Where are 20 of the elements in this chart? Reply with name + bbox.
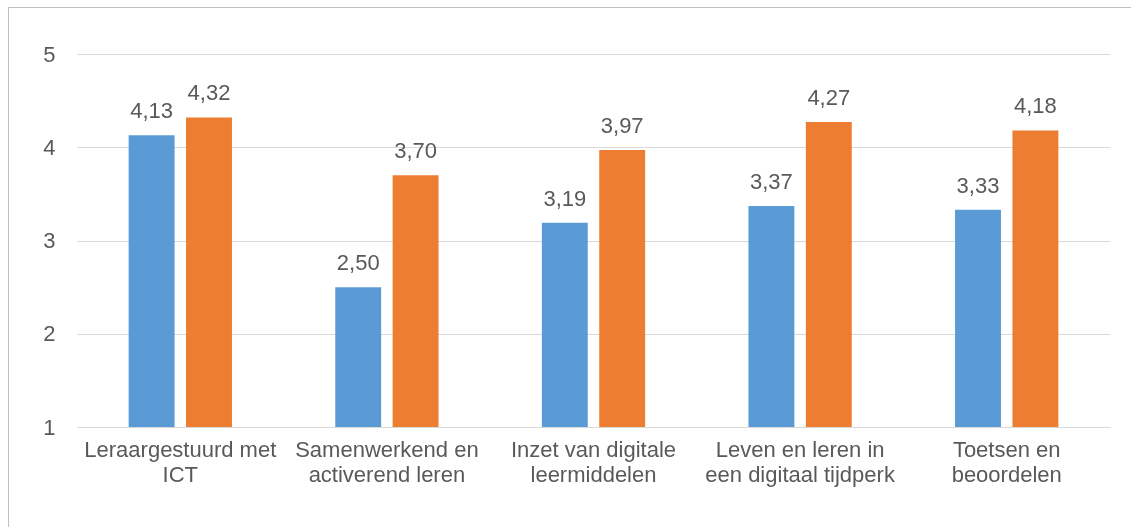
- data-label: 3,70: [394, 138, 438, 164]
- data-label: 4,18: [1013, 93, 1057, 119]
- data-label: 3,33: [956, 172, 1000, 198]
- y-tick-label: 5: [43, 41, 56, 67]
- data-label: 3,97: [600, 113, 644, 139]
- x-tick-label: Leven en leren in een digitaal tijdperk: [705, 436, 896, 487]
- y-tick-label: 2: [43, 321, 56, 347]
- x-tick-label: Inzet van digitale leermiddelen: [510, 436, 677, 487]
- data-label: 3,19: [543, 185, 587, 211]
- x-tick-label: Toetsen en beoordelen: [951, 436, 1062, 487]
- data-label: 4,32: [187, 80, 231, 106]
- x-tick-label: Leraargestuurd met ICT: [84, 436, 277, 487]
- data-label: 3,37: [749, 169, 793, 194]
- y-tick-label: 3: [43, 228, 56, 253]
- x-tick-label: Samenwerkend en activerend leren: [295, 436, 479, 487]
- y-tick-label: 1: [43, 414, 56, 440]
- y-tick-label: 4: [43, 134, 56, 160]
- data-label: 2,50: [336, 250, 380, 276]
- data-label: 4,27: [807, 85, 851, 111]
- data-label: 4,13: [130, 98, 174, 124]
